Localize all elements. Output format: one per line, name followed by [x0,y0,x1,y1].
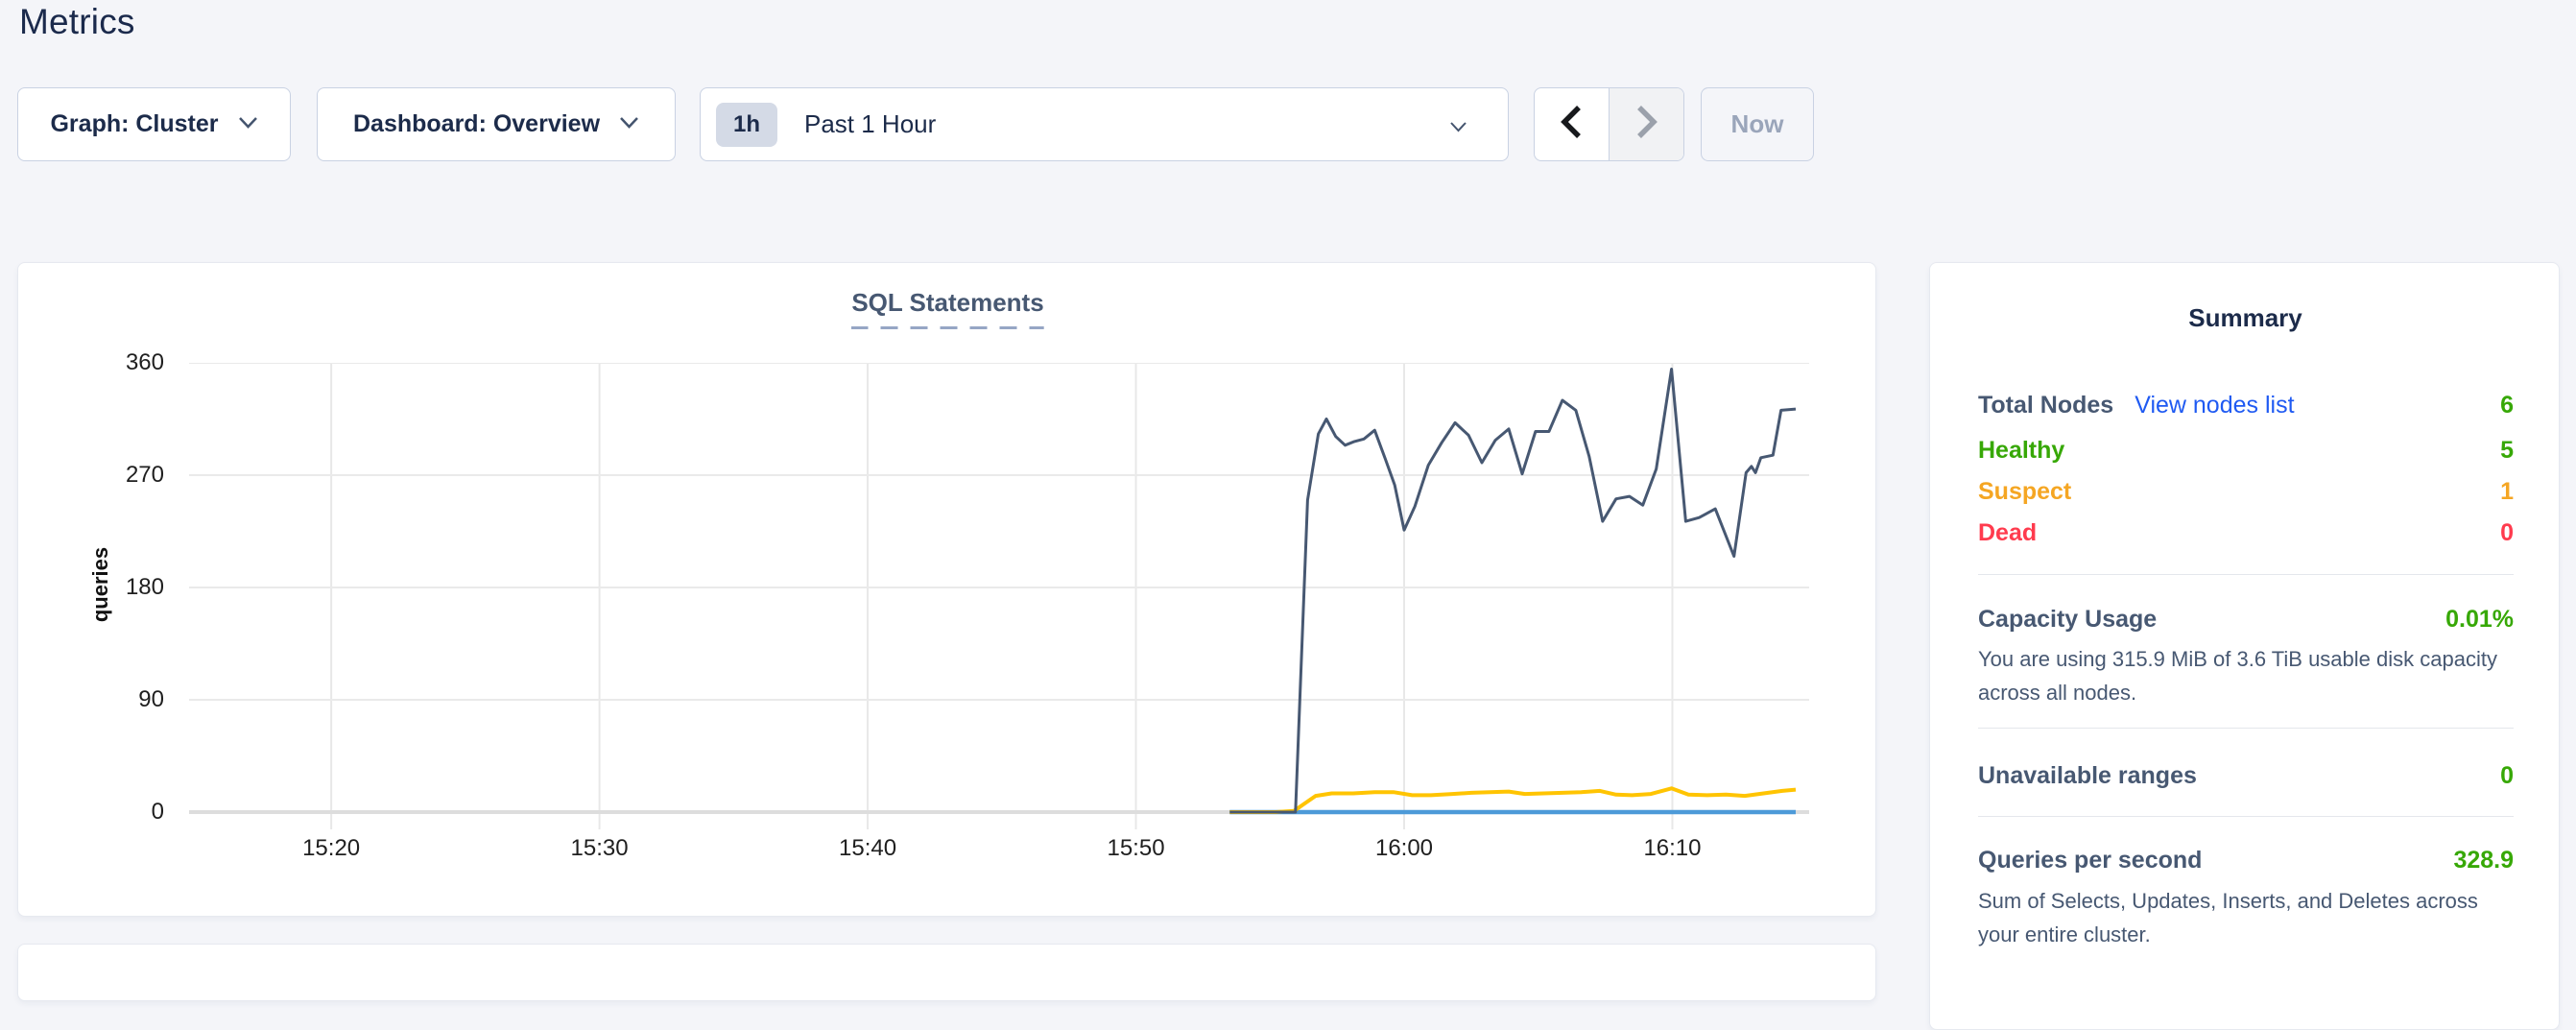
capacity-usage-row: Capacity Usage 0.01% [1978,603,2514,635]
x-tick-label: 15:20 [302,835,361,861]
view-nodes-list-link[interactable]: View nodes list [2135,392,2295,419]
x-tick-label: 15:40 [839,835,897,861]
prev-time-button[interactable] [1535,88,1609,160]
suspect-value: 1 [2500,478,2514,505]
dead-label: Dead [1978,519,2038,546]
time-window-dropdown[interactable]: 1h Past 1 Hour [700,87,1509,161]
page-title: Metrics [19,2,135,41]
navy-line [1229,368,1797,814]
divider [1608,88,1610,160]
y-tick-label: 90 [138,686,164,712]
healthy-value: 5 [2500,437,2514,464]
capacity-usage-value: 0.01% [2445,606,2514,633]
sql-statements-chart-card: SQL Statements queries 0 90 180 270 360 15:2… [17,262,1876,917]
unavailable-ranges-value: 0 [2500,762,2514,789]
chevron-right-icon [1634,103,1659,146]
total-nodes-row: Total Nodes View nodes list 6 [1978,389,2514,421]
capacity-usage-description: You are using 315.9 MiB of 3.6 TiB usabl… [1978,647,2497,705]
chevron-down-icon [1449,120,1467,137]
summary-title: Summary [2188,303,2302,332]
y-tick-label: 180 [125,574,164,600]
chart-plot[interactable] [189,363,1809,829]
x-tick-label: 15:50 [1107,835,1165,861]
healthy-label: Healthy [1978,437,2065,464]
total-nodes-value: 6 [2500,392,2514,419]
divider [1978,728,2514,729]
dashboard-dropdown[interactable]: Dashboard: Overview [317,87,676,161]
dead-nodes-row: Dead 0 [1978,516,2514,549]
queries-per-second-value: 328.9 [2453,847,2514,874]
now-button[interactable]: Now [1701,87,1814,161]
unavailable-ranges-row: Unavailable ranges 0 [1978,759,2514,792]
x-tick-label: 15:30 [570,835,629,861]
y-tick-label: 0 [151,799,164,825]
graph-dropdown[interactable]: Graph: Cluster [17,87,291,161]
dashboard-dropdown-label: Dashboard: Overview [352,110,601,137]
dead-value: 0 [2500,519,2514,546]
next-time-button[interactable] [1610,88,1683,160]
chart-title[interactable]: SQL Statements [851,288,1044,329]
queries-per-second-label: Queries per second [1978,847,2203,874]
unavailable-ranges-label: Unavailable ranges [1978,762,2197,789]
chevron-down-icon [619,116,639,133]
x-tick-label: 16:10 [1643,835,1702,861]
graph-dropdown-label: Graph: Cluster [50,110,219,137]
x-tick-label: 16:00 [1374,835,1434,861]
time-step-control [1534,87,1684,161]
chevron-left-icon [1559,103,1584,146]
chevron-down-icon [238,116,258,133]
summary-sidebar: Summary Total Nodes View nodes list 6 He… [1929,262,2560,1030]
time-window-badge: 1h [716,102,777,147]
healthy-nodes-row: Healthy 5 [1978,434,2514,467]
capacity-usage-label: Capacity Usage [1978,606,2158,633]
queries-per-second-row: Queries per second 328.9 [1978,844,2514,876]
divider [1978,816,2514,817]
divider [1978,574,2514,575]
y-tick-label: 270 [125,462,164,488]
total-nodes-label: Total Nodes [1978,392,2114,419]
suspect-nodes-row: Suspect 1 [1978,475,2514,508]
y-tick-label: 360 [125,349,164,375]
time-window-label: Past 1 Hour [804,109,937,138]
yellow-line [1229,786,1797,814]
next-chart-card [17,944,1876,1001]
suspect-label: Suspect [1978,478,2072,505]
queries-per-second-description: Sum of Selects, Updates, Inserts, and De… [1978,889,2478,946]
